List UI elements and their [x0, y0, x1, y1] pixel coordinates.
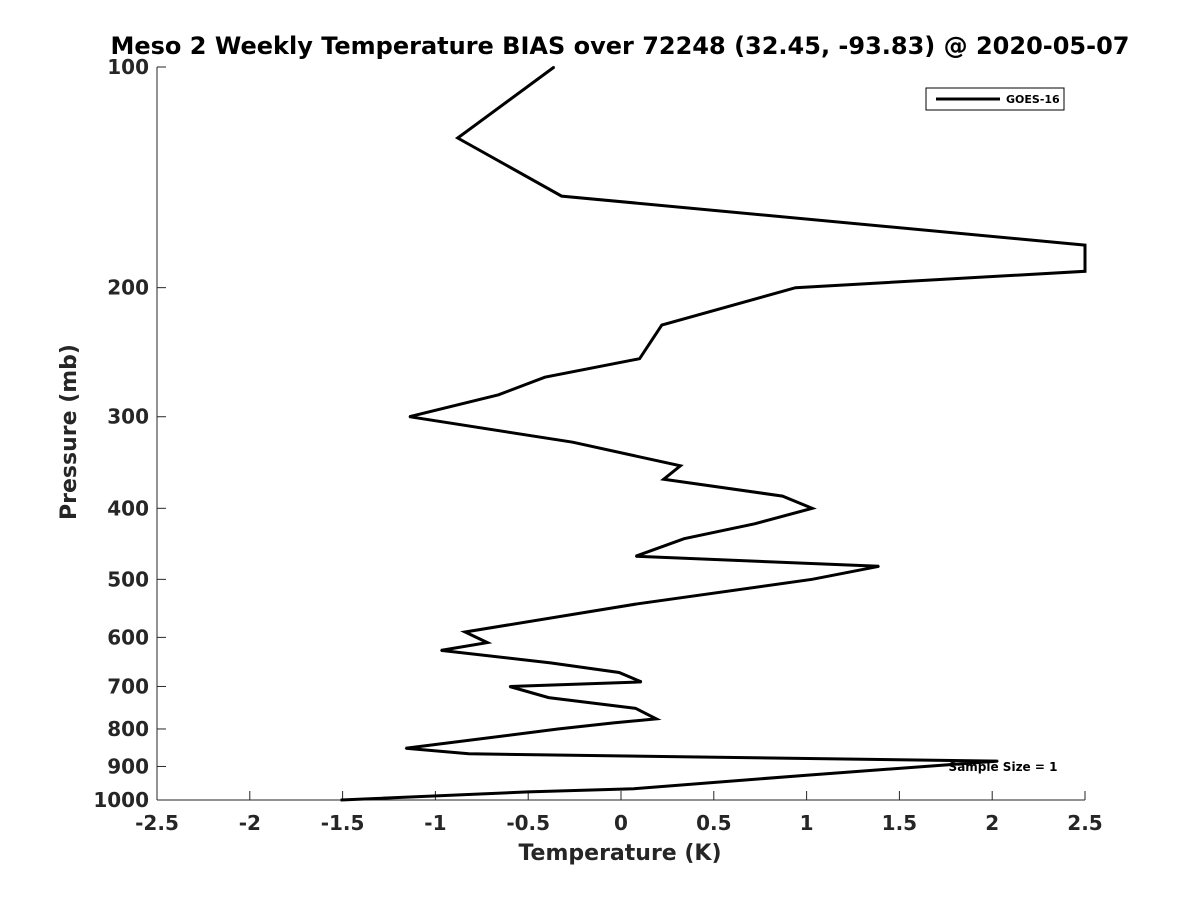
x-tick-label: 2.5: [1067, 811, 1102, 835]
data-point: [339, 799, 342, 801]
y-tick-label: 200: [107, 276, 149, 300]
data-point: [560, 195, 563, 197]
y-tick-label: 900: [107, 754, 149, 778]
legend: GOES-16: [925, 87, 1065, 111]
data-point: [464, 631, 466, 633]
data-point: [404, 747, 407, 750]
x-tick-label: -1: [424, 811, 446, 835]
x-tick-label: -2.5: [135, 811, 179, 835]
data-point: [683, 537, 685, 540]
data-point: [635, 707, 637, 710]
data-point: [557, 728, 559, 730]
y-tick-label: 700: [107, 674, 149, 698]
data-point: [635, 555, 637, 557]
data-point: [661, 324, 663, 326]
y-tick-label: 500: [107, 567, 149, 591]
data-point: [878, 565, 880, 568]
data-point: [997, 760, 999, 762]
data-point: [408, 415, 411, 418]
series-layer: [339, 65, 1087, 802]
data-point: [811, 578, 813, 581]
data-point: [544, 376, 546, 379]
data-point: [1084, 270, 1086, 273]
legend-label-goes-16: GOES-16: [1006, 93, 1060, 106]
data-point: [636, 603, 639, 605]
data-point: [497, 394, 500, 396]
data-point: [1084, 244, 1086, 246]
y-axis-label: Pressure (mb): [57, 344, 82, 520]
x-tick-label: 1.5: [882, 811, 917, 835]
sample-size-annotation: Sample Size = 1: [949, 760, 1058, 774]
y-tick-label: 400: [107, 496, 149, 520]
x-tick-label: 2: [985, 811, 999, 835]
y-axis-ticks: 100 200 300 400 500 600 700 800 900 1000: [93, 55, 166, 812]
data-point: [456, 137, 459, 139]
x-tick-label: 0: [614, 811, 628, 835]
data-point: [553, 66, 555, 68]
data-point: [640, 681, 643, 683]
data-point: [547, 696, 550, 699]
data-point: [633, 787, 635, 790]
data-point: [468, 753, 470, 755]
data-point: [618, 671, 620, 674]
data-point: [781, 495, 784, 497]
data-point: [794, 286, 797, 289]
data-point: [508, 685, 511, 688]
y-tick-label: 1000: [93, 788, 149, 812]
data-point: [655, 718, 658, 720]
y-tick-label: 600: [107, 625, 149, 649]
data-point: [638, 357, 641, 360]
data-point: [549, 662, 552, 664]
data-point: [571, 441, 574, 444]
data-point: [753, 523, 756, 525]
y-tick-label: 100: [107, 55, 149, 79]
data-point: [805, 774, 808, 776]
data-point: [612, 722, 615, 724]
y-tick-label: 800: [107, 717, 149, 741]
data-point: [662, 478, 665, 481]
x-tick-label: -0.5: [506, 811, 550, 835]
x-tick-label: 0.5: [696, 811, 731, 835]
x-axis-label: Temperature (K): [518, 841, 721, 866]
data-point: [486, 641, 489, 644]
data-point: [527, 791, 529, 793]
x-tick-label: 1: [800, 811, 814, 835]
y-tick-label: 300: [107, 405, 149, 429]
x-axis-ticks: -2.5 -2 -1.5 -1 -0.5 0 0.5 1 1.5 2 2.5: [135, 791, 1103, 835]
data-point: [440, 649, 442, 652]
x-tick-label: -2: [239, 811, 261, 835]
x-tick-label: -1.5: [321, 811, 365, 835]
chart-title: Meso 2 Weekly Temperature BIAS over 7224…: [110, 32, 1129, 60]
data-point: [811, 507, 813, 510]
data-point: [679, 465, 682, 467]
